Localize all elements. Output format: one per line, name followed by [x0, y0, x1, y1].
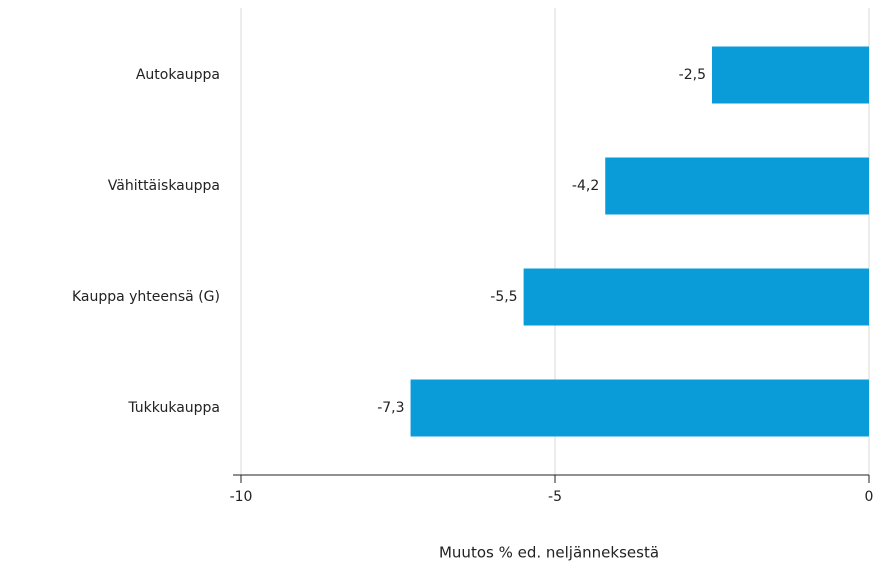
value-label: -2,5 [679, 67, 706, 83]
bar [410, 379, 869, 437]
value-label: -5,5 [490, 289, 517, 305]
value-label: -7,3 [377, 400, 404, 416]
bar [605, 157, 869, 215]
y-tick-label: Tukkukauppa [127, 400, 220, 416]
bar [523, 268, 869, 326]
y-tick-label: Kauppa yhteensä (G) [72, 289, 220, 305]
x-tick-label: -10 [230, 489, 253, 505]
x-tick-label: -5 [548, 489, 562, 505]
x-axis-label: Muutos % ed. neljänneksestä [439, 544, 659, 562]
y-tick-label: Vähittäiskauppa [108, 178, 220, 194]
value-label: -4,2 [572, 178, 599, 194]
x-tick-label: 0 [865, 489, 874, 505]
bar [712, 46, 869, 104]
y-tick-label: Autokauppa [136, 67, 220, 83]
